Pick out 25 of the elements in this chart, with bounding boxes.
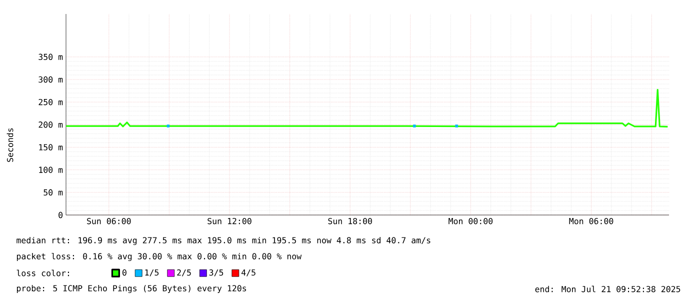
legend-label: 3/5 [209,269,224,276]
legend-label: 1/5 [145,269,159,276]
y-tick-label: 0 [58,212,63,218]
x-tick-label: Mon 00:00 [448,218,493,224]
x-tick-label: Sun 06:00 [87,218,131,224]
text: end: Mon Jul 21 09:52:38 2025 [535,286,680,292]
y-axis-title: Seconds [6,128,14,162]
line-series [66,88,668,128]
text: median rtt: 196.9 ms avg 277.5 ms max 195.0 ms min 195.5 ms now 4.8 ms sd 40.7 am/s [16,236,430,246]
y-tick-label: 350 m [38,54,63,60]
y-tick-label: 300 m [38,76,63,83]
text: packet loss: 0.16 % avg 30.00 % max 0.00 % min 0.00 % now [16,252,302,262]
y-tick-label: 200 m [38,122,63,128]
text: loss color: [16,270,69,276]
legend-label: 0 [122,269,126,276]
y-tick-label: 250 m [38,98,63,106]
text: probe: 5 ICMP Echo Pings (56 Bytes) every 120s [16,284,246,294]
x-tick-label: Sun 12:00 [208,218,252,224]
y-tick-label: 50 m [44,189,63,196]
y-tick-label: 100 m [39,166,63,173]
x-tick-label: Sun 18:00 [328,218,372,224]
legend-label: 2/5 [177,269,191,276]
legend-label: 4/5 [241,269,256,276]
y-tick-label: 150 m [39,144,63,150]
x-tick-label: Mon 06:00 [569,218,614,224]
